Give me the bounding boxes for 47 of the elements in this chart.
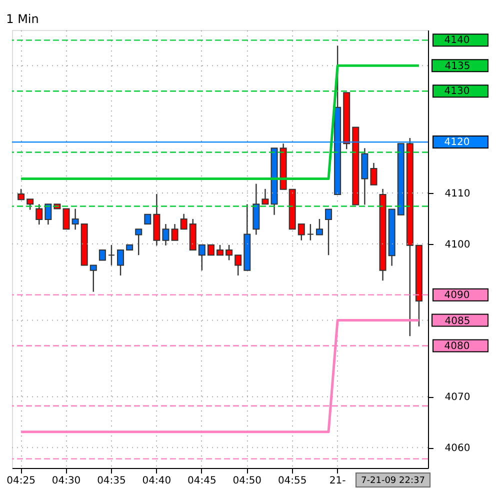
x-tick-label: 04:55	[278, 476, 307, 486]
candlestick	[135, 228, 142, 256]
x-tick-label: 04:45	[188, 476, 216, 486]
ref-line-label: 4140	[444, 35, 470, 46]
candlestick	[234, 254, 242, 276]
text: 7-21-09 22:37	[361, 476, 425, 486]
x-tick-label: 21-	[329, 476, 346, 486]
candlestick	[180, 213, 188, 230]
ref-line-label: 4120	[444, 137, 470, 148]
candlestick	[18, 188, 25, 200]
y-tick-label: 4135	[444, 61, 470, 72]
ref-line-label: 4090	[444, 290, 470, 301]
candlestick	[108, 244, 115, 266]
candlestick	[144, 214, 152, 225]
x-tick-label: 04:25	[6, 476, 36, 486]
y-tick-label: 4100	[444, 239, 470, 250]
x-tick-label: 04:40	[142, 476, 172, 486]
y-tick-label: 4085	[444, 316, 470, 327]
candlestick	[325, 208, 332, 256]
candlestick	[207, 244, 214, 256]
candlestick	[198, 244, 206, 271]
y-tick-label: 4060	[444, 443, 470, 454]
candlestick	[162, 223, 170, 246]
ref-line-label: 4080	[444, 340, 470, 352]
candlestick	[370, 162, 378, 186]
candlestick	[90, 264, 97, 292]
candlestick	[72, 208, 79, 230]
candlestick	[171, 223, 178, 241]
x-tick-label: 04:35	[97, 476, 126, 486]
y-tick-label: 4110	[444, 188, 470, 200]
ref-line-label: 4130	[444, 86, 470, 98]
candlestick	[98, 250, 106, 261]
y-tick-label: 4070	[444, 392, 470, 404]
candlestick	[316, 218, 323, 236]
candlestick	[226, 244, 233, 261]
candlestick	[262, 188, 269, 205]
candlestick	[44, 204, 52, 226]
candlestick	[36, 204, 43, 226]
candlestick	[26, 198, 34, 210]
chart-title: 1 Min	[6, 12, 39, 26]
candlestick	[62, 208, 70, 230]
x-tick-label: 04:30	[52, 476, 81, 486]
candlestick	[306, 223, 314, 241]
candlestick	[117, 249, 124, 276]
x-tick-label: 04:50	[232, 476, 262, 486]
candlestick	[298, 223, 305, 241]
candlestick	[216, 244, 224, 256]
